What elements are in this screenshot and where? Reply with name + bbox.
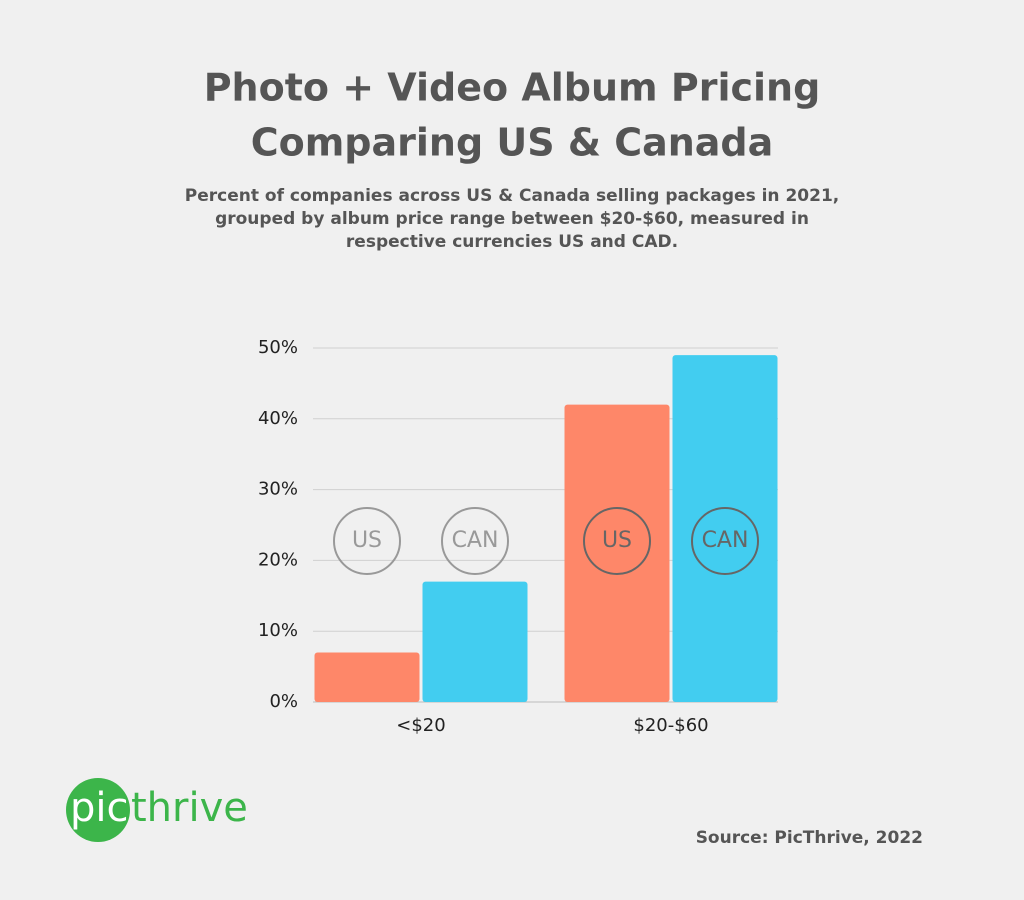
y-tick-label: 30% (258, 479, 298, 500)
bar (422, 581, 528, 702)
series-badge (441, 507, 509, 575)
bar (314, 652, 420, 702)
chart-title: Comparing US & Canada (251, 121, 774, 165)
y-tick-label: 20% (258, 549, 298, 570)
series-badge (583, 507, 651, 575)
y-tick-label: 50% (258, 337, 298, 358)
y-tick-label: 0% (269, 691, 298, 712)
y-tick-label: 40% (258, 408, 298, 429)
series-label: US (602, 528, 632, 553)
y-tick-label: 10% (258, 620, 298, 641)
subtitle: grouped by album price range between $20… (215, 209, 809, 229)
bar (672, 355, 778, 702)
logo-text: pic (70, 785, 129, 831)
series-label: CAN (452, 528, 499, 553)
logo-mark (66, 778, 130, 842)
series-badge (333, 507, 401, 575)
subtitle: respective currencies US and CAD. (346, 232, 678, 252)
subtitle: Percent of companies across US & Canada … (185, 186, 839, 206)
chart-title: Photo + Video Album Pricing (204, 66, 821, 110)
x-tick-label: <$20 (396, 715, 445, 736)
source: Source: PicThrive, 2022 (696, 828, 923, 848)
series-label: US (352, 528, 382, 553)
series-badge (691, 507, 759, 575)
bar (564, 404, 670, 702)
x-tick-label: $20-$60 (633, 715, 708, 736)
series-label: CAN (702, 528, 749, 553)
logo-text: thrive (131, 785, 248, 831)
